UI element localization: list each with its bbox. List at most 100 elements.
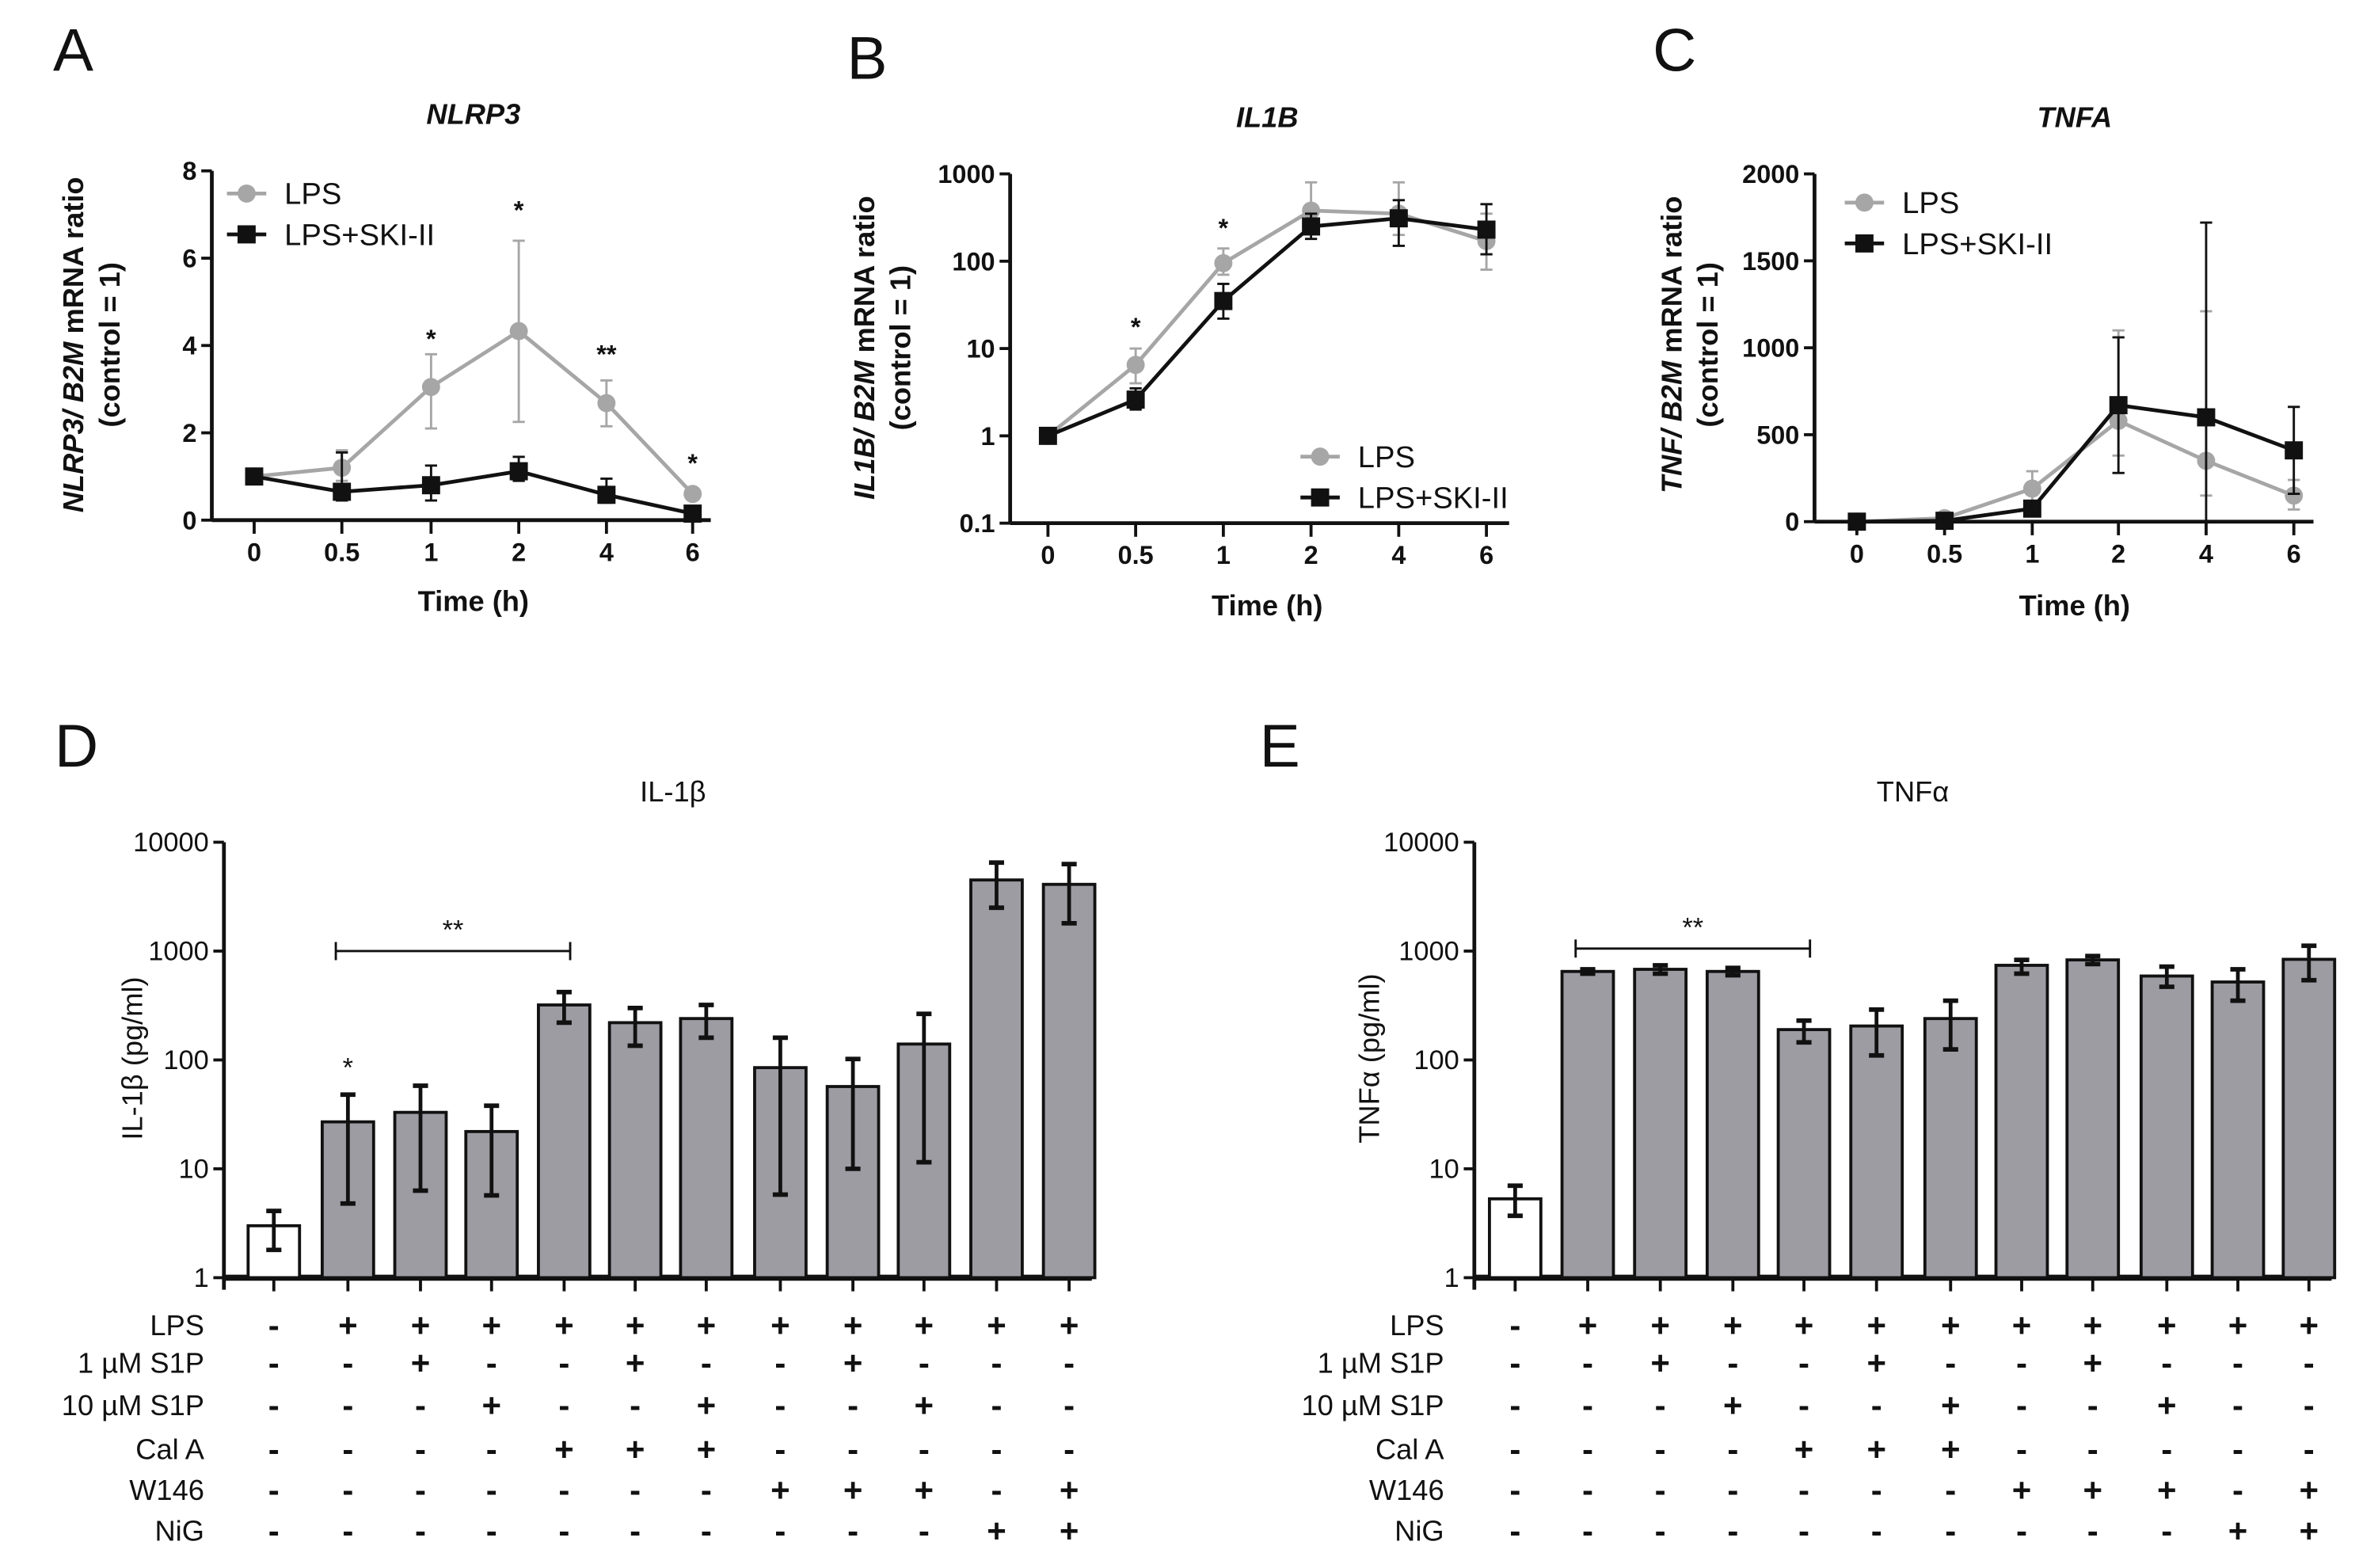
significance-marker: * [426,325,436,353]
treatment-plus: + [1650,1307,1670,1344]
treatment-plus: + [770,1307,790,1344]
treatment-plus: + [2157,1471,2177,1509]
series-lps [245,239,702,504]
treatment-label: LPS [150,1309,204,1342]
treatment-minus: - [630,1513,641,1550]
treatment-table: LPS - + + + + + + + + + + +1 µM S1P - - + - - + - - + - - -10 µM… [1301,1307,2319,1550]
treatment-plus: + [697,1307,717,1344]
treatment-minus: - [701,1345,712,1382]
treatment-plus: + [1578,1307,1598,1344]
treatment-minus: - [774,1345,786,1382]
bar [1041,882,1097,1280]
treatment-minus: - [415,1513,426,1550]
treatment-minus: - [558,1387,569,1424]
treatment-minus: - [415,1471,426,1509]
svg-text:(control = 1): (control = 1) [1691,262,1724,428]
bar [2210,980,2266,1280]
x-tick-label: 0.5 [1927,539,1962,568]
y-tick-label: 100 [952,247,995,276]
treatment-minus: - [774,1387,786,1424]
x-tick-label: 0 [247,538,261,566]
treatment-plus: + [843,1307,863,1344]
treatment-plus: + [338,1307,358,1344]
treatment-minus: - [1798,1513,1809,1550]
treatment-plus: + [843,1345,863,1382]
chart-a-title: NLRP3 [426,98,520,131]
treatment-minus: - [919,1430,930,1467]
treatment-minus: - [701,1513,712,1550]
significance-marker: * [1219,214,1229,242]
treatment-plus: + [1060,1513,1079,1550]
y-tick-label: 1000 [1742,334,1799,363]
treatment-minus: - [1509,1307,1520,1344]
treatment-minus: - [1509,1471,1520,1509]
data-point [1477,220,1496,239]
treatment-minus: - [2304,1387,2315,1424]
treatment-minus: - [1727,1430,1738,1467]
treatment-minus: - [486,1513,497,1550]
bar [393,1110,448,1280]
y-tick-label: 0 [182,506,196,535]
chart-e-ylabel: TNFα (pg/ml) [1353,973,1386,1143]
y-tick-label: 1000 [1398,936,1459,966]
treatment-plus: + [2228,1307,2248,1344]
y-tick-label: 0 [1785,508,1799,536]
treatment-label: Cal A [135,1433,204,1466]
legend-marker [1855,234,1874,253]
svg-text:IL1B/ B2M mRNA ratio: IL1B/ B2M mRNA ratio [848,196,881,500]
x-tick-label: 4 [599,538,614,566]
treatment-plus: + [554,1307,574,1344]
treatment-minus: - [2304,1345,2315,1382]
y-tick-label: 10000 [1383,828,1459,858]
treatment-minus: - [2161,1513,2172,1550]
data-point [509,462,528,481]
treatment-plus: + [1723,1307,1743,1344]
treatment-minus: - [1063,1345,1075,1382]
y-tick-label: 500 [1756,421,1799,449]
data-point [1302,217,1321,236]
series-lps-ski-ii [1847,221,2304,531]
treatment-plus: + [411,1345,431,1382]
x-tick-label: 0.5 [324,538,360,566]
treatment-minus: - [1727,1513,1738,1550]
significance-marker: * [514,196,524,224]
data-point [1214,291,1233,310]
y-tick-label: 1000 [938,160,995,188]
treatment-plus: + [2228,1513,2248,1550]
treatment-minus: - [1582,1471,1593,1509]
legend-marker [1855,193,1874,212]
y-tick-label: 10 [178,1154,208,1184]
treatment-minus: - [415,1387,426,1424]
treatment-plus: + [1650,1345,1670,1382]
treatment-minus: - [1509,1430,1520,1467]
treatment-minus: - [342,1345,353,1382]
bar [1923,1017,1978,1280]
y-tick-label: 10000 [133,828,209,858]
treatment-plus: + [1941,1307,1961,1344]
treatment-minus: - [991,1345,1002,1382]
treatment-minus: - [2161,1430,2172,1467]
treatment-plus: + [1794,1430,1814,1467]
treatment-minus: - [847,1513,858,1550]
series-lps-ski-ii [245,451,702,523]
treatment-plus: + [1866,1430,1886,1467]
y-tick-label: 10 [966,335,995,363]
series-lps-ski-ii [1038,199,1496,445]
treatment-minus: - [2087,1513,2098,1550]
data-point [1389,209,1408,228]
treatment-plus: + [987,1307,1006,1344]
series-line [1856,403,2295,524]
x-tick-label: 6 [2287,539,2301,568]
svg-text:NLRP3/ B2M mRNA ratio: NLRP3/ B2M mRNA ratio [57,177,89,512]
data-point [245,467,264,486]
bar [1705,969,1760,1280]
treatment-label: NiG [1394,1515,1444,1547]
treatment-minus: - [1871,1471,1882,1509]
bar [1994,964,2049,1280]
x-tick-label: 2 [2111,539,2125,568]
chart-a-ylabel: NLRP3/ B2M mRNA ratio (control = 1) [57,177,126,512]
y-tick-label: 8 [182,157,196,185]
panel-label-d: D [55,713,98,780]
